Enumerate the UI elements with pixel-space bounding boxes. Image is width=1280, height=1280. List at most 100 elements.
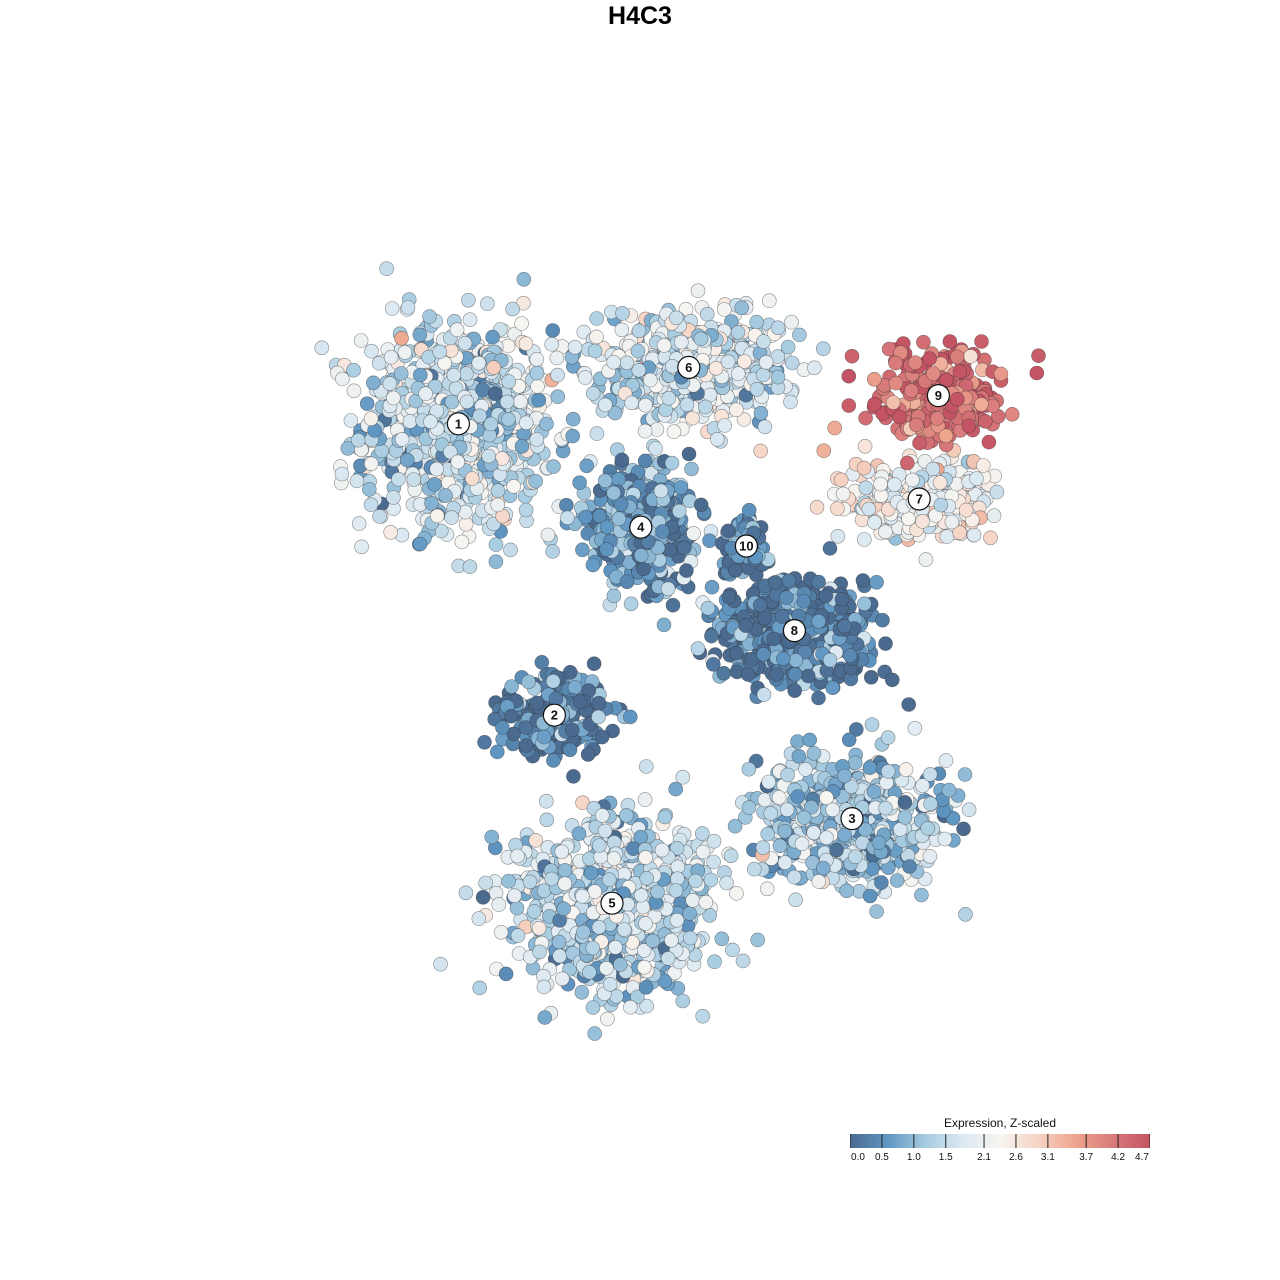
data-point bbox=[682, 930, 698, 946]
data-point bbox=[957, 767, 973, 782]
data-point bbox=[698, 399, 713, 415]
data-point bbox=[704, 628, 719, 644]
data-point bbox=[811, 613, 827, 629]
data-point bbox=[485, 329, 500, 345]
data-point bbox=[892, 409, 907, 425]
data-point bbox=[841, 368, 857, 384]
data-point bbox=[837, 768, 852, 784]
data-point bbox=[784, 314, 799, 330]
data-point bbox=[501, 374, 517, 389]
data-point bbox=[518, 738, 534, 753]
data-point bbox=[983, 530, 998, 546]
data-point bbox=[730, 366, 746, 382]
data-point bbox=[637, 453, 653, 469]
data-point bbox=[841, 732, 857, 748]
data-point bbox=[899, 455, 915, 471]
data-point bbox=[475, 382, 490, 398]
cluster-label-2: 2 bbox=[542, 703, 567, 727]
data-point bbox=[638, 397, 653, 413]
data-point bbox=[532, 944, 547, 960]
data-point bbox=[878, 800, 893, 816]
data-point bbox=[949, 391, 965, 407]
data-point bbox=[636, 959, 652, 975]
data-point bbox=[786, 869, 802, 885]
data-point bbox=[664, 932, 679, 948]
data-point bbox=[781, 573, 797, 589]
data-point bbox=[774, 609, 790, 624]
data-point bbox=[787, 683, 803, 699]
data-point bbox=[587, 1026, 603, 1041]
data-point bbox=[557, 876, 573, 892]
data-point bbox=[757, 419, 773, 435]
data-point bbox=[730, 324, 746, 340]
data-point bbox=[729, 645, 744, 661]
data-point bbox=[521, 674, 536, 690]
data-point bbox=[383, 349, 399, 365]
data-point bbox=[675, 769, 691, 785]
data-point bbox=[885, 395, 901, 410]
data-point bbox=[529, 365, 545, 381]
data-point bbox=[630, 343, 646, 359]
legend-tick-label: 0.0 bbox=[851, 1152, 865, 1162]
data-point bbox=[554, 971, 570, 987]
data-point bbox=[688, 873, 703, 889]
data-point bbox=[835, 486, 851, 502]
data-point bbox=[499, 394, 515, 410]
data-point bbox=[656, 617, 672, 633]
data-point bbox=[753, 443, 769, 459]
data-point bbox=[681, 446, 697, 462]
data-point bbox=[856, 460, 872, 476]
data-point bbox=[363, 411, 379, 427]
data-point bbox=[597, 473, 613, 489]
data-point bbox=[788, 892, 803, 908]
data-point bbox=[915, 778, 930, 793]
data-point bbox=[354, 539, 369, 555]
data-point bbox=[349, 473, 365, 489]
data-point bbox=[518, 502, 534, 518]
data-point bbox=[775, 651, 791, 667]
data-point bbox=[545, 323, 561, 338]
cluster-label-7: 7 bbox=[907, 487, 931, 511]
data-point bbox=[873, 476, 888, 492]
data-point bbox=[587, 343, 603, 359]
data-point bbox=[518, 720, 534, 735]
data-point bbox=[809, 499, 825, 515]
data-point bbox=[907, 720, 923, 736]
data-point bbox=[763, 806, 779, 821]
data-point bbox=[503, 708, 519, 724]
data-point bbox=[630, 989, 645, 1005]
data-point bbox=[544, 336, 560, 352]
data-point bbox=[790, 734, 805, 749]
data-point bbox=[855, 573, 871, 588]
data-point bbox=[636, 943, 652, 958]
data-point bbox=[790, 789, 806, 804]
data-point bbox=[546, 459, 561, 474]
data-point bbox=[484, 829, 500, 845]
data-point bbox=[529, 695, 545, 711]
data-point bbox=[806, 825, 822, 841]
data-point bbox=[727, 562, 743, 578]
data-point bbox=[806, 745, 822, 761]
data-point bbox=[815, 860, 831, 876]
data-point bbox=[918, 552, 934, 567]
data-point bbox=[707, 954, 722, 970]
data-point bbox=[729, 402, 744, 418]
data-point bbox=[920, 821, 936, 836]
data-point bbox=[642, 372, 658, 388]
data-point bbox=[585, 557, 601, 573]
data-point bbox=[514, 316, 529, 331]
cluster-label-10: 10 bbox=[734, 534, 759, 558]
data-point bbox=[446, 367, 462, 383]
data-point bbox=[720, 354, 736, 370]
data-point bbox=[608, 940, 623, 955]
data-point bbox=[922, 767, 938, 782]
data-point bbox=[666, 424, 682, 440]
data-point bbox=[792, 327, 807, 343]
data-point bbox=[335, 371, 350, 387]
data-point bbox=[796, 810, 812, 826]
data-point bbox=[576, 924, 591, 940]
data-point bbox=[880, 730, 896, 745]
data-point bbox=[956, 821, 971, 837]
data-point bbox=[761, 774, 777, 790]
data-point bbox=[989, 484, 1005, 500]
